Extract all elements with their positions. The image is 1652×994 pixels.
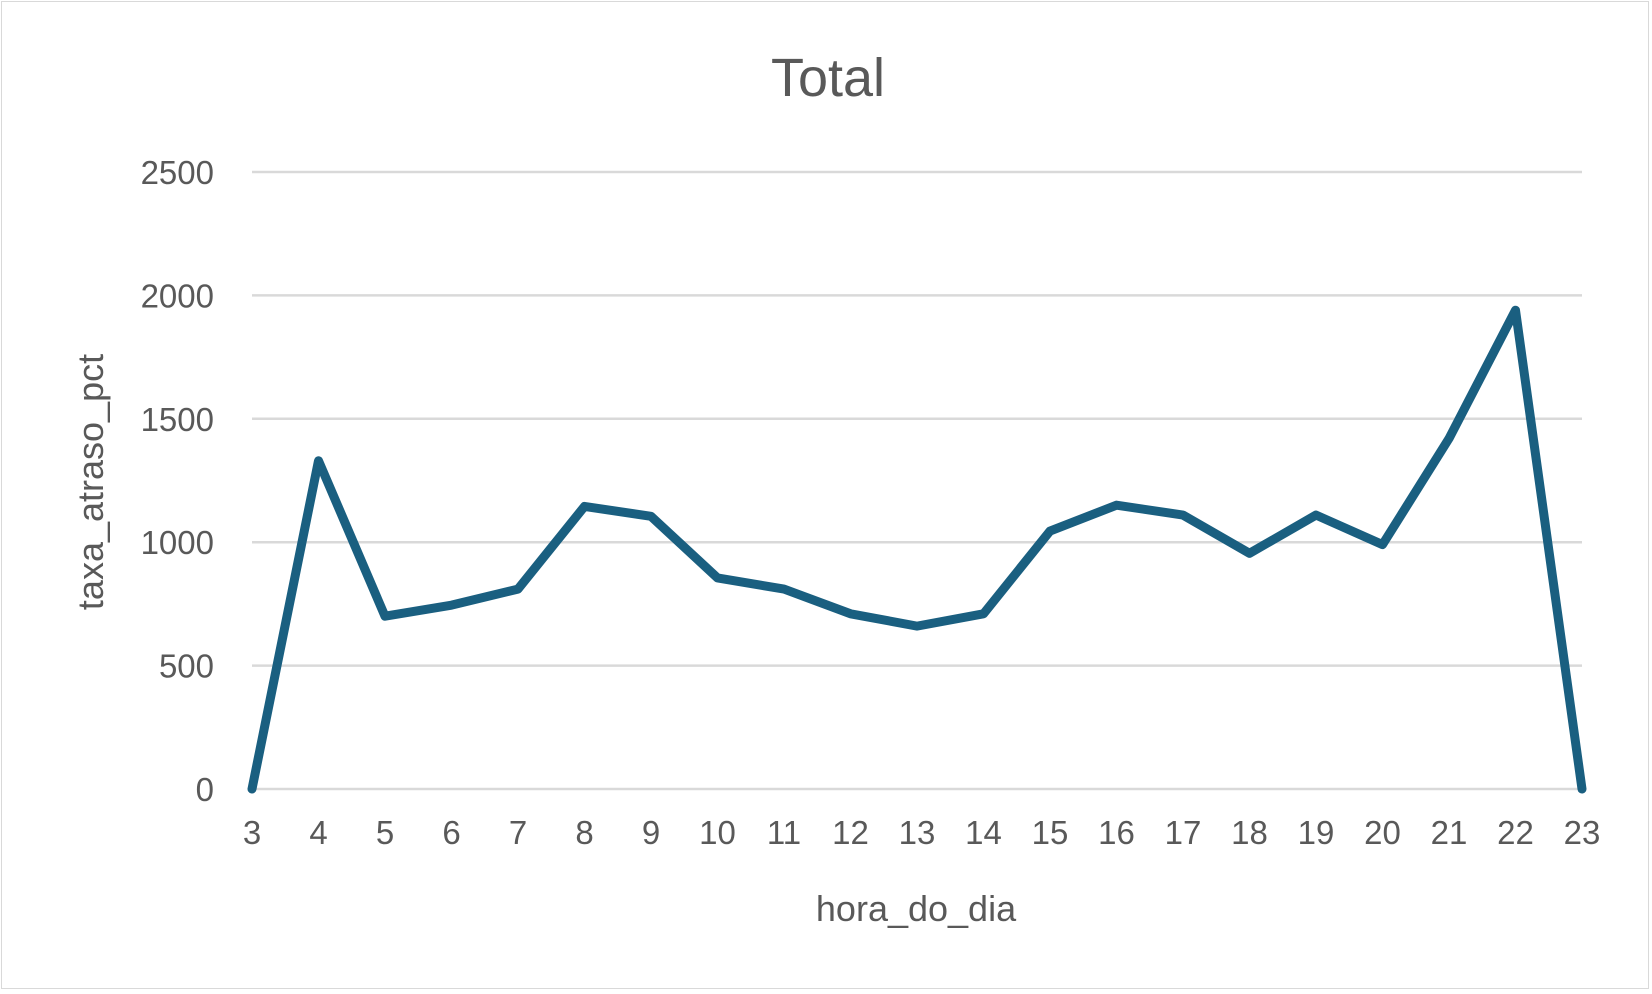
x-tick-label: 22 [1497, 814, 1534, 851]
data-point [1515, 309, 1516, 311]
x-tick-label: 23 [1564, 814, 1601, 851]
x-tick-label: 18 [1231, 814, 1268, 851]
y-tick-label: 1500 [141, 401, 214, 438]
data-point [318, 460, 319, 462]
y-tick-label: 500 [159, 648, 214, 685]
x-tick-label: 15 [1032, 814, 1069, 851]
x-tick-label: 3 [243, 814, 261, 851]
x-tick-label: 14 [965, 814, 1002, 851]
series-layer [247, 305, 1587, 794]
y-tick-label: 0 [196, 771, 214, 808]
x-tick-label: 20 [1364, 814, 1401, 851]
x-tick-label: 7 [509, 814, 527, 851]
data-point [1049, 530, 1051, 532]
x-tick-label: 19 [1298, 814, 1335, 851]
data-point [1581, 788, 1583, 790]
data-point [1249, 552, 1250, 554]
y-tick-label: 2500 [141, 154, 214, 191]
y-axis-ticks: 0 500 1000 1500 2000 2500 [141, 154, 214, 808]
y-tick-label: 2000 [141, 277, 214, 314]
chart-title: Total [771, 48, 885, 108]
y-axis-title: taxa_atraso_pct [70, 354, 111, 610]
data-point [251, 788, 253, 790]
x-tick-label: 21 [1431, 814, 1468, 851]
data-point [983, 613, 984, 615]
data-point [850, 613, 851, 615]
gridlines [252, 170, 1582, 791]
x-tick-label: 12 [832, 814, 869, 851]
x-tick-label: 11 [767, 814, 801, 851]
data-point [1182, 514, 1184, 516]
x-tick-label: 13 [899, 814, 936, 851]
data-point [783, 588, 785, 590]
data-point [584, 505, 585, 507]
data-point [1116, 504, 1117, 506]
x-axis-ticks: 3 4 5 6 7 8 9 10 11 12 13 14 15 16 17 18 19 20 21 22 23 [243, 814, 1601, 851]
data-point [916, 625, 918, 627]
data-point [717, 577, 718, 579]
data-point [384, 615, 386, 617]
x-tick-label: 9 [642, 814, 660, 851]
x-tick-label: 10 [699, 814, 736, 851]
x-tick-label: 16 [1098, 814, 1135, 851]
data-point [1448, 438, 1450, 440]
data-point [650, 515, 652, 517]
x-axis-title: hora_do_dia [816, 888, 1017, 929]
x-tick-label: 6 [442, 814, 460, 851]
y-tick-label: 1000 [141, 524, 214, 561]
data-point [451, 604, 452, 606]
x-tick-label: 8 [575, 814, 593, 851]
x-tick-label: 5 [376, 814, 394, 851]
data-point [1315, 514, 1317, 516]
data-point [517, 588, 519, 590]
x-tick-label: 17 [1165, 814, 1202, 851]
x-tick-label: 4 [309, 814, 327, 851]
series-line-0 [247, 305, 1587, 794]
data-point [1382, 544, 1383, 546]
